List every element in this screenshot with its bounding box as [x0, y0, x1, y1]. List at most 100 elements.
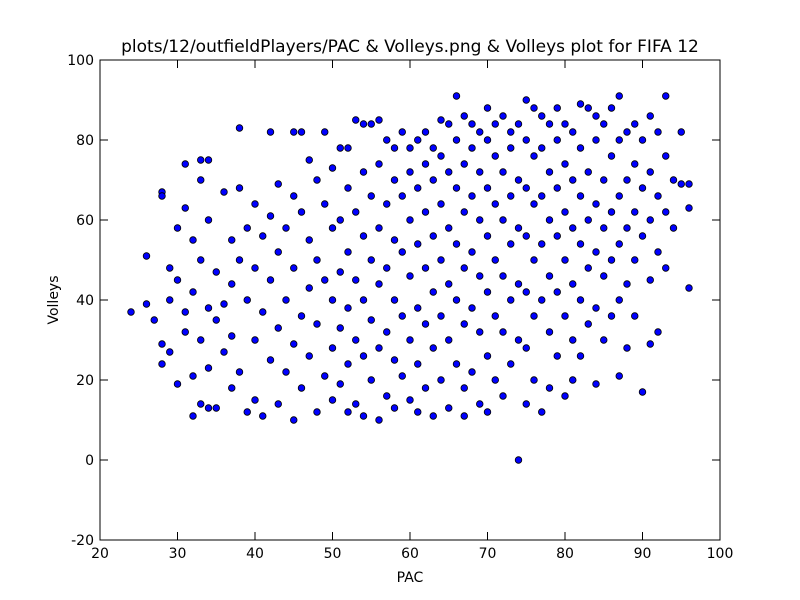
data-point [452, 360, 461, 368]
data-point [561, 208, 569, 216]
data-point [584, 320, 592, 328]
data-point [390, 144, 399, 152]
data-point [375, 344, 383, 352]
data-point [522, 136, 530, 144]
data-point [445, 224, 453, 232]
data-point [266, 128, 275, 136]
data-point [150, 316, 158, 324]
x-tick-label: 20 [91, 546, 109, 562]
data-point [460, 320, 468, 328]
data-point [483, 136, 492, 144]
data-point [623, 224, 631, 232]
data-point [344, 184, 352, 192]
data-point [491, 256, 499, 264]
data-point [220, 348, 228, 356]
data-point [530, 104, 538, 112]
data-point [476, 216, 484, 224]
data-point [654, 328, 662, 336]
y-tick-label: -20 [71, 533, 94, 549]
data-point [576, 100, 585, 108]
data-point [561, 392, 569, 400]
data-point [352, 336, 360, 344]
data-point [328, 164, 337, 172]
data-point [437, 312, 445, 320]
data-point [553, 352, 561, 360]
data-point [390, 296, 399, 304]
data-point [452, 184, 461, 192]
data-point [592, 112, 600, 120]
data-point [197, 256, 205, 264]
data-point [530, 312, 538, 320]
data-point [290, 416, 298, 424]
data-point [390, 404, 399, 412]
data-point [638, 232, 647, 240]
data-point [483, 104, 492, 112]
data-point [398, 192, 406, 200]
data-point [297, 384, 306, 392]
data-point [166, 348, 174, 356]
data-point [522, 232, 530, 240]
data-point [514, 280, 523, 288]
data-point [266, 276, 275, 284]
data-point [313, 320, 321, 328]
data-point [158, 340, 166, 348]
data-point [212, 316, 220, 324]
data-point [220, 188, 228, 196]
data-point [553, 184, 561, 192]
data-point [685, 284, 693, 292]
data-point [429, 144, 437, 152]
data-point [491, 152, 499, 160]
data-point [414, 240, 422, 248]
data-point [383, 200, 391, 208]
data-point [538, 144, 546, 152]
data-point [499, 272, 507, 280]
data-point [189, 412, 197, 420]
data-point [421, 128, 430, 136]
data-point [359, 168, 368, 176]
data-point [631, 312, 639, 320]
data-point [646, 340, 654, 348]
data-point [235, 124, 244, 132]
data-point [545, 272, 554, 280]
data-point [398, 248, 406, 256]
data-point [429, 344, 437, 352]
data-point [545, 384, 554, 392]
data-point [499, 328, 507, 336]
data-point [514, 176, 523, 184]
data-point [538, 296, 546, 304]
data-point [460, 412, 468, 420]
data-point [507, 296, 515, 304]
data-point [421, 264, 430, 272]
data-point [429, 176, 437, 184]
data-point [507, 360, 515, 368]
data-point [414, 408, 422, 416]
data-point [336, 268, 344, 276]
data-point [483, 288, 492, 296]
data-point [352, 116, 360, 124]
data-point [166, 296, 174, 304]
data-point [592, 248, 600, 256]
data-point [483, 408, 492, 416]
data-point [623, 176, 631, 184]
data-point [352, 208, 360, 216]
data-point [290, 192, 298, 200]
data-point [600, 176, 608, 184]
data-point [259, 412, 267, 420]
data-point [445, 120, 453, 128]
data-point [538, 112, 546, 120]
data-point [468, 192, 476, 200]
data-point [662, 92, 670, 100]
data-point [352, 276, 360, 284]
data-point [445, 336, 453, 344]
data-point [662, 208, 670, 216]
data-point [383, 264, 391, 272]
data-point [662, 264, 670, 272]
data-point [251, 200, 259, 208]
data-point [600, 120, 608, 128]
data-point [584, 104, 592, 112]
data-point [545, 120, 554, 128]
data-point [499, 168, 507, 176]
data-point [507, 144, 515, 152]
data-point [662, 152, 670, 160]
